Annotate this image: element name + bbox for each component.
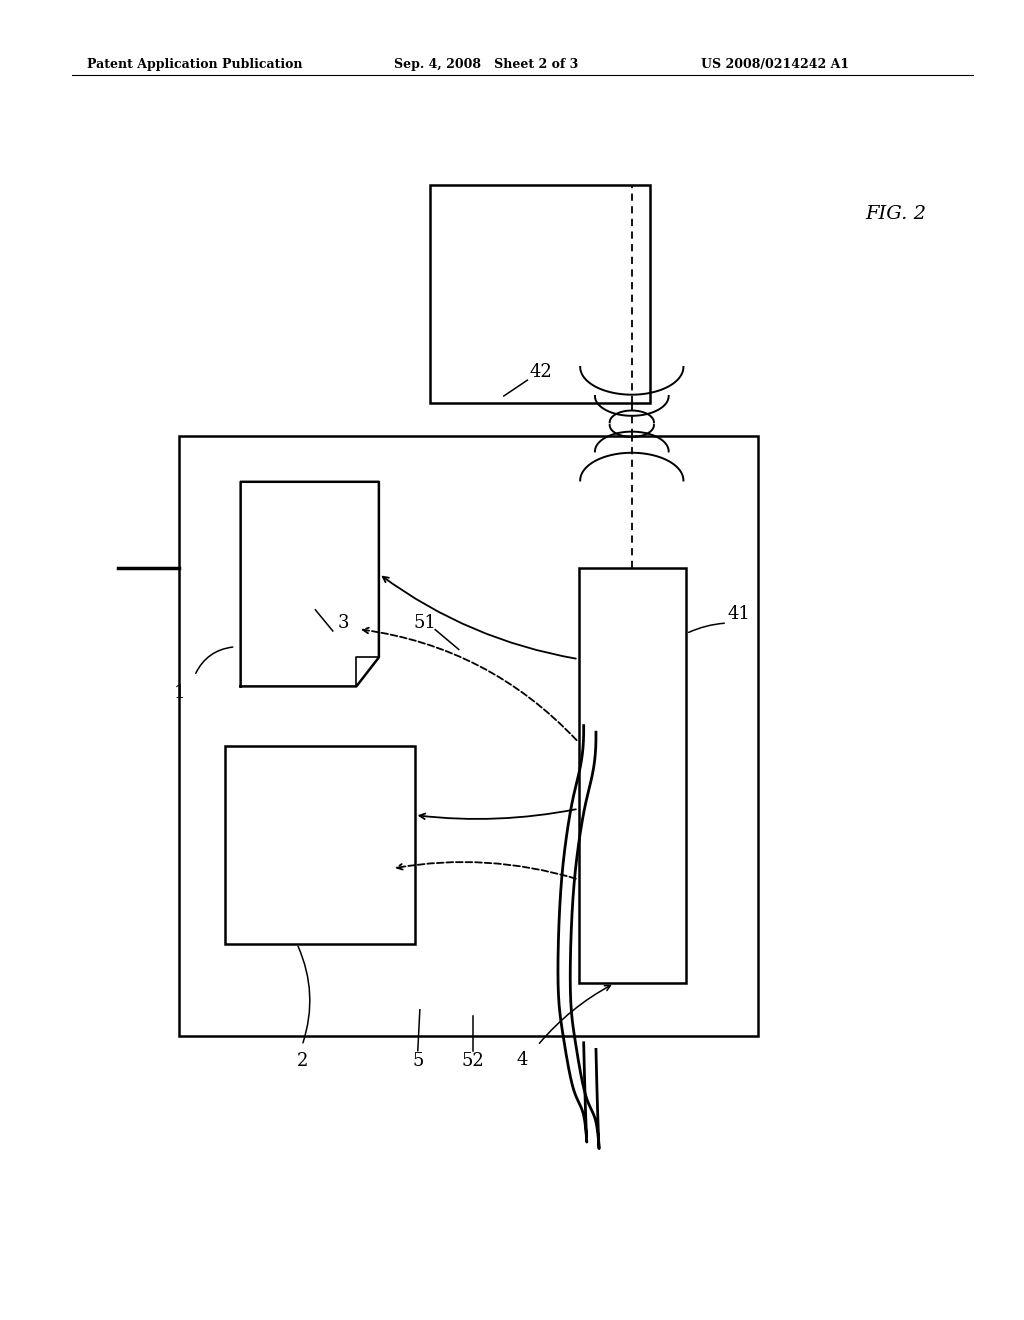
Text: 1: 1 xyxy=(173,684,185,702)
Text: US 2008/0214242 A1: US 2008/0214242 A1 xyxy=(701,58,850,71)
Text: 2: 2 xyxy=(296,1052,308,1071)
Text: 51: 51 xyxy=(414,614,436,632)
Bar xyxy=(179,436,758,1036)
Text: Patent Application Publication: Patent Application Publication xyxy=(87,58,302,71)
Bar xyxy=(430,185,650,403)
Bar xyxy=(579,568,686,983)
Text: FIG. 2: FIG. 2 xyxy=(865,205,927,223)
Text: 41: 41 xyxy=(728,605,751,623)
Text: 5: 5 xyxy=(412,1052,424,1071)
Text: 52: 52 xyxy=(462,1052,484,1071)
Text: Sep. 4, 2008   Sheet 2 of 3: Sep. 4, 2008 Sheet 2 of 3 xyxy=(394,58,579,71)
Text: 3: 3 xyxy=(337,614,349,632)
Text: 4: 4 xyxy=(516,1051,528,1069)
Text: 42: 42 xyxy=(529,363,552,381)
Bar xyxy=(225,746,415,944)
